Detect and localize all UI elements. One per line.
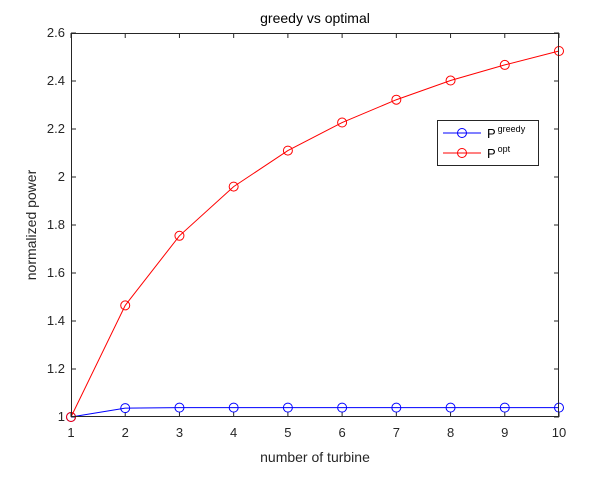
series-line-p-opt — [70, 50, 560, 418]
x-tick-label: 6 — [338, 425, 345, 440]
chart-title: greedy vs optimal — [260, 10, 370, 26]
plot-frame — [71, 33, 559, 417]
data-point-p-opt — [174, 230, 185, 241]
data-point-p-greedy — [499, 402, 510, 413]
x-tick-label: 2 — [122, 425, 129, 440]
x-tick-label: 10 — [552, 425, 566, 440]
legend-label-superscript: greedy — [498, 124, 526, 134]
legend-marker-p-opt — [457, 148, 467, 158]
x-tick-label: 1 — [67, 425, 74, 440]
x-tick-label: 9 — [501, 425, 508, 440]
legend-label-base: P — [487, 146, 496, 161]
y-tick-label: 1 — [58, 409, 65, 424]
x-tick-label: 7 — [393, 425, 400, 440]
x-tick-label: 5 — [284, 425, 291, 440]
data-point-p-opt — [445, 75, 456, 86]
y-tick-label: 2.4 — [47, 73, 65, 88]
data-point-p-opt — [391, 94, 402, 105]
data-point-p-greedy — [282, 402, 293, 413]
plot-area — [71, 33, 559, 417]
data-point-p-opt — [337, 117, 348, 128]
series-layer — [66, 46, 564, 422]
data-point-p-opt — [228, 181, 239, 192]
y-tick-label: 1.6 — [47, 265, 65, 280]
series-line-p-greedy — [70, 407, 559, 418]
data-point-p-opt — [499, 59, 510, 70]
x-tick-label: 4 — [230, 425, 237, 440]
data-point-p-opt — [282, 145, 293, 156]
y-tick-label: 2.2 — [47, 121, 65, 136]
legend-marker-p-greedy — [457, 128, 467, 138]
y-tick-label: 1.8 — [47, 217, 65, 232]
x-axis-title: number of turbine — [260, 449, 370, 465]
legend-label-superscript: opt — [498, 144, 511, 154]
y-tick-label: 2.6 — [47, 25, 65, 40]
data-point-p-opt — [120, 300, 131, 311]
y-tick-label: 2 — [58, 169, 65, 184]
data-point-p-greedy — [174, 402, 185, 413]
y-tick-label: 1.4 — [47, 313, 65, 328]
data-point-p-greedy — [228, 402, 239, 413]
data-point-p-greedy — [445, 402, 456, 413]
data-point-p-greedy — [337, 402, 348, 413]
legend-label-base: P — [487, 126, 496, 141]
y-axis-title: normalized power — [23, 169, 39, 280]
y-tick-label: 1.2 — [47, 361, 65, 376]
data-point-p-greedy — [391, 402, 402, 413]
legend-box — [437, 120, 539, 166]
x-tick-label: 3 — [176, 425, 183, 440]
x-tick-label: 8 — [447, 425, 454, 440]
data-point-p-greedy — [120, 403, 131, 414]
